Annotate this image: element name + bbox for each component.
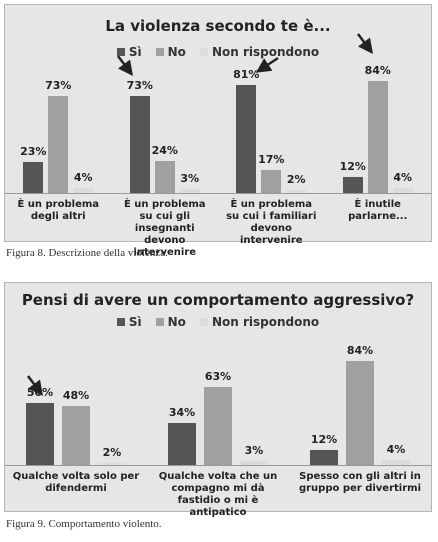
category-label: Qualche volta che un compagno mi dà fast… (158, 471, 278, 518)
data-label: 3% (180, 172, 200, 185)
bar (261, 170, 282, 193)
legend-swatch (116, 318, 125, 326)
data-label: 63% (204, 370, 232, 383)
category-label: Qualche volta solo per difendermi (12, 471, 140, 494)
bar (26, 403, 54, 465)
bar (168, 422, 196, 465)
legend: Sì No Non rispondono (5, 315, 431, 329)
category-label: È un problema su cui gli insegnanti devo… (123, 199, 206, 258)
legend: Sì No Non rispondono (5, 45, 431, 59)
bar (367, 81, 388, 193)
bar (236, 85, 257, 193)
baseline (5, 465, 431, 466)
legend-label: No (167, 45, 186, 59)
bar (179, 189, 200, 193)
caption: Figura 9. Comportamento violento. (6, 518, 162, 530)
bar (240, 461, 268, 465)
data-label: 48% (62, 388, 90, 402)
chart-title: La violenza secondo te è... (105, 17, 331, 35)
legend-label: Non rispondono (211, 45, 320, 59)
data-label: 2% (102, 445, 122, 459)
bar (346, 361, 374, 465)
data-label: 23% (20, 145, 47, 159)
data-label: 4% (73, 170, 93, 184)
data-label: 17% (258, 153, 285, 167)
legend-label: No (167, 315, 186, 329)
bar (73, 187, 94, 193)
bar (154, 161, 175, 193)
legend-item: No (155, 315, 186, 329)
data-label: 12% (310, 433, 338, 447)
data-label: 50% (26, 386, 54, 400)
bar (382, 460, 410, 465)
legend-label: Non rispondono (211, 315, 320, 329)
data-label: 24% (151, 144, 178, 157)
legend-item: Sì (116, 45, 142, 59)
data-label: 73% (126, 78, 153, 92)
category-label: È un problema su cui i familiari devono … (226, 199, 317, 246)
bar (204, 387, 232, 465)
bar (342, 177, 363, 193)
category-label: È un problema degli altri (17, 199, 100, 222)
data-label: 4% (386, 443, 406, 457)
bar (62, 405, 90, 465)
legend-swatch (199, 48, 208, 56)
bar (98, 462, 126, 465)
data-label: 12% (339, 160, 366, 173)
baseline (5, 193, 431, 194)
data-label: 4% (393, 170, 413, 184)
data-label: 73% (45, 78, 72, 92)
bar (286, 190, 307, 193)
data-label: 81% (233, 68, 260, 81)
legend-swatch (155, 48, 164, 56)
legend-label: Sì (128, 315, 142, 329)
bar (129, 95, 150, 193)
chart-title: Pensi di avere un comportamento aggressi… (21, 291, 415, 309)
legend-item: Non rispondono (199, 315, 320, 329)
chart: La violenza secondo te è... Sì No Non rispo… (4, 4, 432, 258)
legend-swatch (155, 318, 164, 326)
legend-swatch (116, 48, 125, 56)
caption: Figura 8. Descrizione della violenza. (6, 247, 168, 259)
legend-label: Sì (128, 45, 142, 59)
legend-item: No (155, 45, 186, 59)
legend-swatch (199, 318, 208, 326)
bar (23, 162, 44, 193)
data-label: 3% (244, 444, 264, 458)
data-label: 84% (346, 344, 374, 357)
bar (392, 187, 413, 193)
legend-item: Sì (116, 315, 142, 329)
legend-item: Non rispondono (199, 45, 320, 59)
bar (48, 95, 69, 193)
data-label: 84% (364, 64, 391, 77)
chart: Pensi di avere un comportamento aggressi… (4, 282, 432, 518)
data-label: 34% (168, 405, 196, 419)
bar (310, 450, 338, 465)
category-label: Spesso con gli altri in gruppo per diver… (298, 471, 422, 494)
data-label: 2% (286, 173, 306, 187)
category-label: È inutile parlarne... (348, 199, 408, 222)
